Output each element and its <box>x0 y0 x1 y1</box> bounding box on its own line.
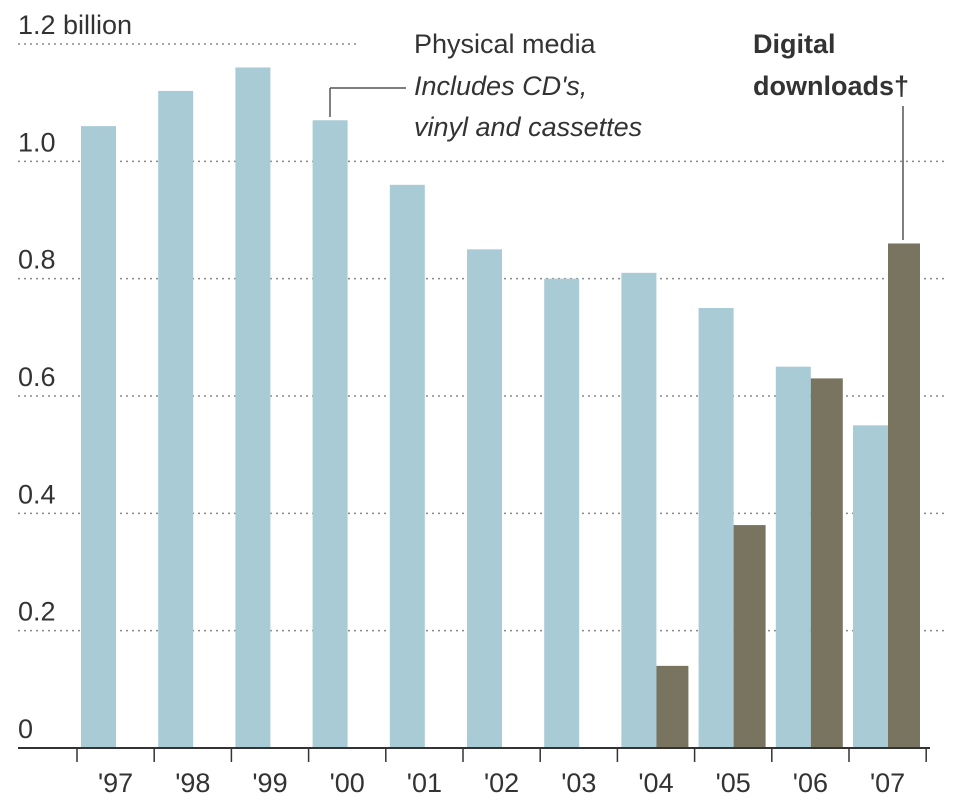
y-tick-label: 1.2 billion <box>18 10 132 40</box>
bar-physical-media <box>853 425 888 748</box>
physical-media-label: Physical media <box>414 29 597 59</box>
x-tick-label: '07 <box>870 768 905 798</box>
bar-physical-media <box>81 126 116 749</box>
physical-media-note-1: Includes CD's, <box>414 71 587 101</box>
x-tick-label: '98 <box>175 768 210 798</box>
x-tick-label: '04 <box>638 768 673 798</box>
bar-physical-media <box>389 184 425 749</box>
y-tick-label: 0.4 <box>18 479 56 509</box>
x-tick-label: '02 <box>484 768 519 798</box>
x-tick-label: '03 <box>561 768 596 798</box>
bars <box>81 67 920 749</box>
x-tick-label: '99 <box>252 768 287 798</box>
x-tick-label: '00 <box>330 768 365 798</box>
physical-media-note-2: vinyl and cassettes <box>414 112 642 142</box>
bar-physical-media <box>158 90 194 748</box>
x-tick-label: '01 <box>407 768 442 798</box>
x-axis: '97 '98 '99 '00 '01 '02 '03 '04 '05 '06 '07 <box>18 747 930 798</box>
digital-downloads-label-2: downloads† <box>753 71 909 101</box>
annotations: Physical media Includes CD's, vinyl and … <box>329 29 909 240</box>
bar-physical-media <box>544 278 580 748</box>
bar-physical-media <box>775 366 811 748</box>
y-tick-label: 0 <box>18 714 33 744</box>
bar-physical-media <box>312 120 348 749</box>
y-tick-label: 0.8 <box>18 245 56 275</box>
y-tick-label: 1.0 <box>18 127 56 157</box>
digital-downloads-label-1: Digital <box>753 29 836 59</box>
bar-physical-media <box>621 272 657 748</box>
bar-physical-media <box>235 67 271 748</box>
x-tick-label: '05 <box>716 768 751 798</box>
y-axis-labels: 0 0.2 0.4 0.6 0.8 1.0 1.2 billion <box>18 10 132 744</box>
bar-digital-downloads <box>810 378 843 748</box>
y-tick-label: 0.2 <box>18 597 56 627</box>
bar-digital-downloads <box>656 665 689 748</box>
x-tick-label: '97 <box>98 768 133 798</box>
y-tick-label: 0.6 <box>18 362 56 392</box>
bar-digital-downloads <box>888 243 920 748</box>
bar-physical-media <box>467 249 502 749</box>
x-tick-label: '06 <box>793 768 828 798</box>
bar-physical-media <box>698 308 734 748</box>
bar-digital-downloads <box>733 525 766 748</box>
